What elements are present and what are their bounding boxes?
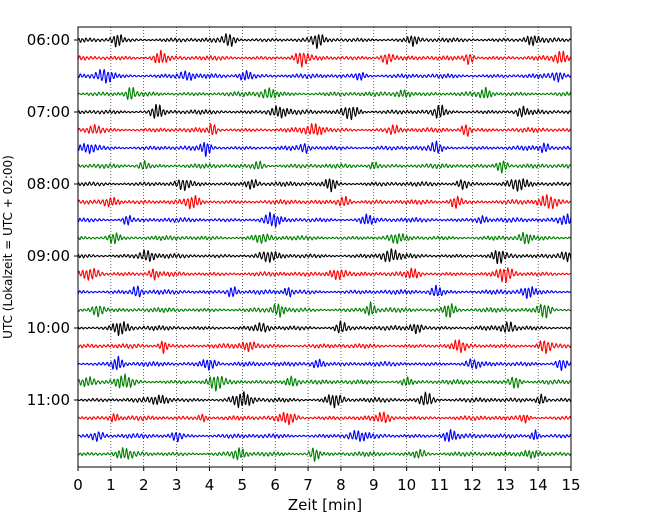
x-tick-label: 14 [529,476,548,494]
x-tick-label: 10 [397,476,416,494]
x-tick-label: 13 [496,476,515,494]
trace-line [77,123,572,137]
trace-line [77,211,572,228]
y-tick-label: 09:00 [27,247,70,265]
trace-line [77,103,572,121]
trace-line [77,267,572,283]
trace-line [77,447,572,462]
trace-line [77,429,572,443]
trace-line [77,140,572,157]
trace-line [77,160,572,174]
x-tick-label: 12 [463,476,482,494]
y-tick-label: 10:00 [27,319,70,337]
y-tick-label: 06:00 [27,31,70,49]
x-tick-label: 9 [369,476,379,494]
trace-line [77,86,572,100]
x-tick-label: 3 [172,476,182,494]
plot-frame [77,26,572,468]
x-tick-label: 15 [561,476,580,494]
x-axis-label: Zeit [min] [288,496,362,514]
y-axis-label: UTC (Lokalzeit = UTC + 02:00) [1,155,15,339]
trace-line [77,49,572,68]
trace-group [77,33,572,462]
trace-line [77,68,572,84]
x-tick-label: 4 [205,476,215,494]
x-tick-label: 6 [270,476,280,494]
trace-line [77,248,572,265]
y-tick-label: 08:00 [27,175,70,193]
trace-line [77,301,572,319]
x-tick-label: 0 [73,476,83,494]
trace-line [77,33,572,50]
x-tick-label: 7 [303,476,313,494]
x-tick-label: 1 [106,476,116,494]
x-tick-label: 2 [139,476,149,494]
y-tick-label: 11:00 [27,391,70,409]
trace-line [77,194,572,210]
trace-line [77,391,572,409]
x-tick-label: 11 [430,476,449,494]
grid-lines [110,27,539,467]
trace-line [77,284,572,299]
y-axis-ticks: 06:00 07:00 08:00 09:00 10:00 11:00 [27,31,78,409]
trace-line [77,320,572,337]
trace-line [77,411,572,426]
x-tick-label: 8 [336,476,346,494]
y-tick-label: 07:00 [27,103,70,121]
x-axis-ticks: 0 1 2 3 4 5 6 7 8 9 10 11 12 13 14 15 [73,467,581,494]
trace-line [77,231,572,245]
trace-line [77,355,572,372]
x-tick-label: 5 [238,476,248,494]
trace-line [77,373,572,392]
trace-line [77,339,572,355]
trace-line [77,178,572,193]
